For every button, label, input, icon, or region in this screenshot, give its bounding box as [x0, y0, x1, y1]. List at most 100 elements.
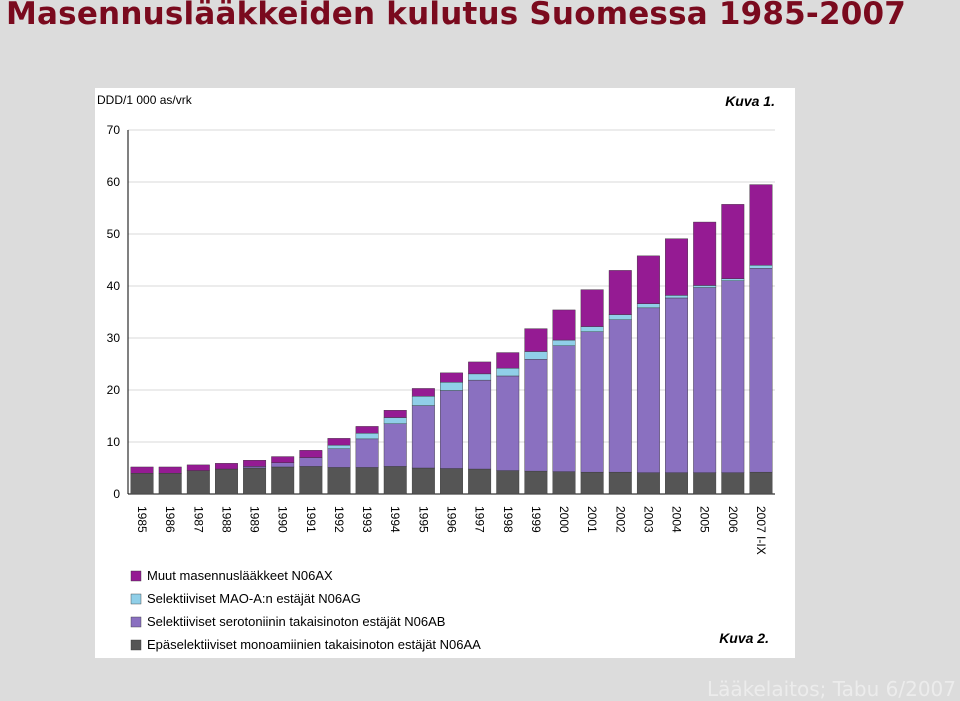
bar-segment	[440, 382, 463, 391]
bar-segment	[721, 472, 745, 495]
bar-segment	[299, 450, 323, 458]
x-tick-label: 1996	[445, 506, 459, 533]
legend: Muut masennuslääkkeet N06AX Selektiiviset…	[130, 568, 481, 652]
x-tick-label: 1991	[304, 506, 318, 533]
bar-segment	[608, 319, 632, 473]
bar-segment	[552, 339, 576, 347]
bar-segment	[636, 307, 660, 473]
bar-segment	[524, 359, 548, 472]
bar-segment	[271, 462, 295, 468]
bar-segment	[383, 417, 407, 424]
x-tick-label: 1994	[388, 506, 402, 533]
bar-segment	[580, 471, 604, 495]
bar-segment	[186, 464, 210, 471]
bar-segment	[721, 280, 745, 473]
bar-segment	[552, 345, 576, 472]
bar-segment	[636, 472, 660, 495]
bar-segment	[496, 470, 520, 495]
x-tick-label: 1990	[276, 506, 290, 533]
y-tick-label: 70	[107, 123, 121, 137]
bar-segment	[749, 184, 773, 266]
x-tick-label: 2005	[698, 506, 712, 533]
y-tick-label: 10	[107, 435, 121, 449]
x-axis-ticks: 1985 1986 1987 1988 1989 1990 1991 1992 1993 1994…	[135, 506, 768, 555]
bar-segment	[580, 289, 604, 327]
bar-segment	[271, 456, 295, 463]
bar-segment	[327, 467, 351, 495]
y-tick-label: 60	[107, 175, 121, 189]
bar-segment	[693, 472, 717, 495]
x-tick-label: 1997	[473, 506, 487, 533]
bar-segment	[636, 303, 660, 309]
footer-source: Lääkelaitos; Tabu 6/2007	[706, 677, 956, 701]
x-tick-label: 1995	[416, 506, 430, 533]
bar-segment	[383, 410, 407, 418]
legend-label: Muut masennuslääkkeet N06AX	[147, 568, 333, 583]
bar-segment	[524, 351, 548, 360]
figure-label-top: Kuva 1.	[725, 93, 775, 109]
bar-segment	[580, 326, 604, 332]
bar-segment	[468, 468, 492, 495]
x-tick-label: 2007 I-IX	[754, 506, 768, 555]
bar-segment	[215, 468, 238, 495]
y-tick-label: 50	[107, 227, 121, 241]
bar-segment	[271, 466, 295, 495]
bar-segment	[468, 379, 492, 470]
bar-segment	[243, 467, 267, 495]
bar-segment	[383, 466, 407, 495]
bar-segment	[411, 388, 435, 397]
bar-segment	[327, 444, 351, 449]
legend-label: Epäselektiiviset monoamiinien takaisinot…	[147, 637, 481, 652]
x-tick-label: 1988	[219, 506, 233, 533]
bar-segment	[130, 466, 154, 474]
bar-segment	[215, 463, 238, 470]
bar-segment	[721, 204, 745, 279]
bar-segment	[440, 390, 463, 469]
legend-label: Selektiiviset MAO-A:n estäjät N06AG	[147, 591, 361, 606]
bar-segment	[608, 314, 632, 321]
bar-segment	[158, 466, 182, 474]
bar-segment	[186, 470, 210, 495]
bar-segment	[749, 268, 773, 473]
bar-segment	[665, 297, 688, 473]
x-tick-label: 1986	[163, 506, 177, 533]
bar-segment	[496, 375, 520, 471]
bar-segment	[552, 309, 576, 341]
bar-segment	[243, 460, 267, 467]
bar-segment	[636, 255, 660, 304]
legend-swatch	[130, 593, 142, 605]
bar-segment	[580, 331, 604, 473]
bar-segment	[524, 328, 548, 352]
bar-segment	[411, 405, 435, 469]
bar-segment	[524, 470, 548, 495]
x-tick-label: 2001	[585, 506, 599, 533]
y-axis-ticks: 0 10 20 30 40 50 60 70	[107, 123, 121, 501]
bar-segment	[552, 471, 576, 495]
bar-segment	[383, 423, 407, 467]
x-tick-label: 1987	[191, 506, 205, 533]
bar-segment	[440, 372, 463, 383]
y-tick-label: 20	[107, 383, 121, 397]
bar-segment	[608, 471, 632, 495]
bar-segment	[440, 468, 463, 495]
legend-swatch	[130, 616, 142, 628]
bar-segment	[130, 473, 154, 495]
x-tick-label: 1992	[332, 506, 346, 533]
bar-segment	[496, 367, 520, 377]
bar-segment	[608, 270, 632, 315]
bar-segment	[665, 238, 688, 296]
legend-label: Selektiiviset serotoniinin takaisinoton …	[147, 614, 445, 629]
legend-swatch	[130, 639, 142, 651]
x-tick-label: 2002	[613, 506, 627, 533]
bar-segment	[665, 472, 688, 495]
bar-segment	[411, 467, 435, 495]
x-tick-label: 2003	[641, 506, 655, 533]
bar-segment	[355, 432, 379, 440]
bar-segment	[665, 295, 688, 299]
y-axis-unit-label: DDD/1 000 as/vrk	[97, 93, 193, 107]
legend-swatch	[130, 570, 142, 582]
stacked-bar-chart: DDD/1 000 as/vrk Kuva 1. 0 10 20 30 40 50 60 70…	[97, 93, 775, 652]
bar-segment	[721, 278, 745, 282]
bar-segment	[243, 466, 267, 469]
bar-segment	[693, 285, 717, 288]
